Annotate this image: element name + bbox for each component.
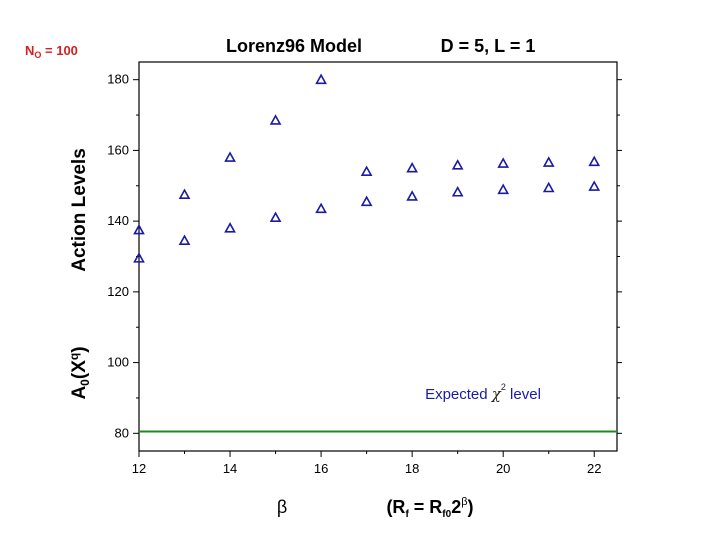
x-tick-label: 22 bbox=[587, 461, 601, 476]
data-point-series-1 bbox=[451, 159, 464, 170]
x-tick-label: 12 bbox=[132, 461, 146, 476]
data-point-series-1 bbox=[360, 165, 373, 177]
data-point-series-2 bbox=[451, 185, 464, 197]
data-point-series-1 bbox=[497, 157, 510, 168]
data-point-series-2 bbox=[497, 183, 510, 195]
data-point-series-1 bbox=[315, 73, 327, 85]
data-point-series-1 bbox=[588, 155, 601, 167]
x-axis-label-2: (Rf = Rf02β) bbox=[386, 496, 473, 520]
data-point-series-1 bbox=[542, 156, 555, 167]
axis-ticks: 80 100 120 140 160 180 12 14 16 18 20 22 bbox=[107, 72, 622, 476]
data-point-series-2 bbox=[360, 195, 373, 207]
data-point-series-2 bbox=[269, 211, 282, 222]
chart-title: Lorenz96 Model bbox=[226, 36, 362, 56]
data-point-series-2 bbox=[224, 222, 236, 233]
x-tick-label: 18 bbox=[405, 461, 419, 476]
chart-subtitle: D = 5, L = 1 bbox=[441, 36, 536, 56]
data-point-series-1 bbox=[269, 114, 282, 125]
y-tick-label: 80 bbox=[115, 425, 129, 440]
data-point-series-1 bbox=[178, 188, 191, 200]
y-tick-label: 120 bbox=[107, 284, 129, 299]
plot-frame bbox=[138, 61, 618, 452]
y-axis-label: Action Levels bbox=[69, 148, 90, 272]
data-point-series-2 bbox=[315, 202, 327, 214]
data-point-series-1 bbox=[406, 161, 419, 173]
data-point-series-2 bbox=[406, 190, 419, 201]
x-axis-label: β bbox=[277, 497, 287, 517]
x-tick-label: 14 bbox=[223, 461, 237, 476]
data-point-series-2 bbox=[178, 234, 191, 245]
data-markers bbox=[133, 73, 601, 263]
data-point-series-2 bbox=[588, 180, 601, 191]
data-point-series-1 bbox=[133, 223, 145, 235]
y-tick-label: 180 bbox=[107, 72, 129, 87]
data-point-series-1 bbox=[224, 151, 236, 162]
observations-label: NO = 100 bbox=[25, 43, 78, 60]
reference-line-label: Expected χ2 level bbox=[425, 382, 541, 403]
y-tick-label: 140 bbox=[107, 213, 129, 228]
y-tick-label: 160 bbox=[107, 142, 129, 157]
y-tick-label: 100 bbox=[107, 355, 129, 370]
x-tick-label: 16 bbox=[314, 461, 328, 476]
x-tick-label: 20 bbox=[496, 461, 510, 476]
data-point-series-2 bbox=[542, 181, 555, 193]
y-axis-label-2: A0(Xq) bbox=[67, 346, 92, 399]
data-point-series-2 bbox=[133, 252, 145, 263]
